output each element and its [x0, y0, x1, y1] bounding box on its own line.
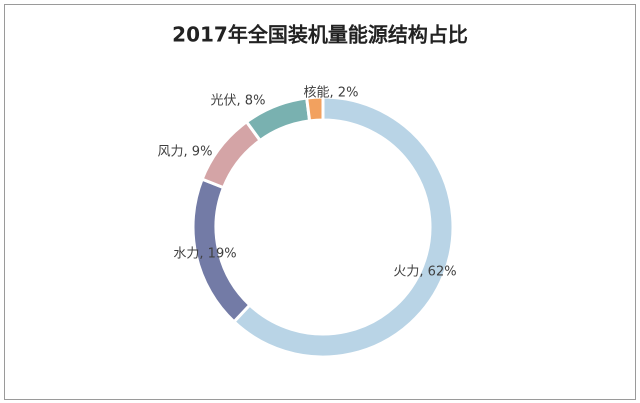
donut-slice	[305, 95, 325, 123]
data-label: 核能, 2%	[304, 86, 359, 101]
data-label: 光伏, 8%	[211, 94, 266, 109]
data-label: 火力, 62%	[393, 265, 456, 280]
donut-slice	[231, 95, 455, 359]
labels: 火力, 62% 水力, 19% 风力, 9% 光伏, 8% 核能, 2%	[158, 86, 457, 280]
data-label: 水力, 19%	[173, 247, 236, 262]
slices	[191, 95, 455, 359]
data-label: 风力, 9%	[158, 145, 213, 160]
chart-title: 2017年全国装机量能源结构占比	[172, 23, 468, 47]
